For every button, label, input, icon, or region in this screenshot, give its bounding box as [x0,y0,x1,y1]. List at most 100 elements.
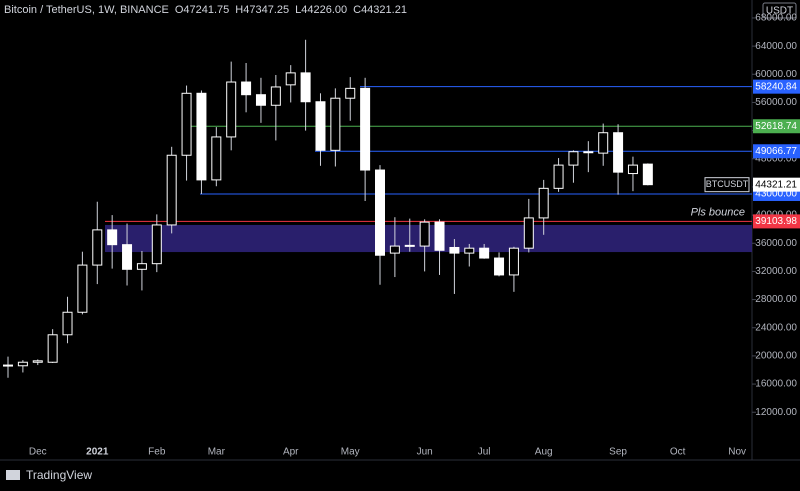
candle [166,146,177,234]
candle [553,158,564,192]
candle [107,215,118,269]
candle-body [151,224,162,265]
candle [568,150,579,183]
candle-body [77,264,88,313]
candle [523,198,534,253]
candle-body [107,229,118,246]
open: O47241.75 [175,4,229,16]
candle-body [62,311,73,336]
candle [464,243,475,267]
brand[interactable]: TradingView [6,468,92,482]
candle [642,163,653,186]
y-tick-label: 48000.00 [755,153,797,164]
candle [255,77,266,123]
y-tick-label: 28000.00 [755,294,797,305]
level-label: 39103.98 [755,216,797,227]
candle-body [270,86,281,106]
x-tick-label: Feb [148,447,166,458]
candle [508,246,519,292]
candle [62,296,73,344]
candle-body [255,94,266,106]
y-tick-label: 56000.00 [755,97,797,108]
candle-body [226,81,237,138]
high: H47347.25 [235,4,289,16]
candle-body [627,164,638,175]
x-tick-label: Apr [283,447,299,458]
level-label: 58240.84 [755,81,797,92]
candle [211,127,222,187]
candle [300,39,311,131]
candle [196,90,207,194]
candle-body [464,247,475,254]
candle-body [553,164,564,189]
candle [389,217,400,278]
candle [315,93,326,166]
currency[interactable]: USDT [766,6,793,17]
candle [613,124,624,195]
candle [419,219,430,272]
level-label-box [753,119,800,134]
candle [77,251,88,315]
y-tick-label: 32000.00 [755,266,797,277]
candle [285,65,296,103]
candle [330,88,341,167]
candle-body [434,221,445,251]
candle-body [300,72,311,103]
candle-body [315,101,326,151]
candle-body [136,263,147,270]
candle-body [211,136,222,181]
candle-body [285,72,296,86]
candle-body [523,217,534,249]
y-tick-label: 24000.00 [755,322,797,333]
candle [627,156,638,192]
candle-body [166,154,177,226]
x-tick-label: Mar [208,447,226,458]
last-price-box [753,177,800,192]
legend: Bitcoin / TetherUS, 1W, BINANCE O47241.75… [4,4,407,16]
candle [32,359,43,366]
candle [538,179,549,235]
candle [151,214,162,273]
candle-body [360,87,371,171]
y-tick-label: 36000.00 [755,238,797,249]
candle [404,218,415,252]
candle [434,219,445,275]
candle [136,251,147,291]
candle-body [419,221,430,247]
candle [494,252,505,277]
candle-body [613,132,624,173]
candle-body [241,81,252,96]
candle [583,141,594,173]
y-tick-label: 64000.00 [755,41,797,52]
x-tick-label: Nov [728,447,746,458]
candle-body [404,244,415,247]
currency-box[interactable] [762,2,797,19]
level-label-box [753,79,800,94]
y-tick-label: 16000.00 [755,379,797,390]
candle-body [479,247,490,259]
candle-body [3,364,13,367]
candle-body [449,246,460,254]
candle-body [181,92,192,156]
last-price: 44321.21 [755,179,797,190]
candle [226,61,237,151]
x-tick-label: Sep [609,447,627,458]
candle [449,239,460,294]
candle-body [17,361,28,367]
candle-body [494,257,505,276]
candle [47,329,58,363]
level-label-box [753,144,800,159]
candle [479,243,490,259]
ticker-tag: BTCUSDT [706,179,749,189]
candle-body [508,247,519,276]
candle [241,63,252,113]
symbol: Bitcoin / TetherUS, 1W, BINANCE [4,4,169,16]
candle [122,223,133,286]
x-tick-label: Aug [535,447,553,458]
candle [181,85,192,181]
candle [270,74,281,141]
y-tick-label: 68000.00 [755,13,797,24]
candle-body [196,92,207,181]
